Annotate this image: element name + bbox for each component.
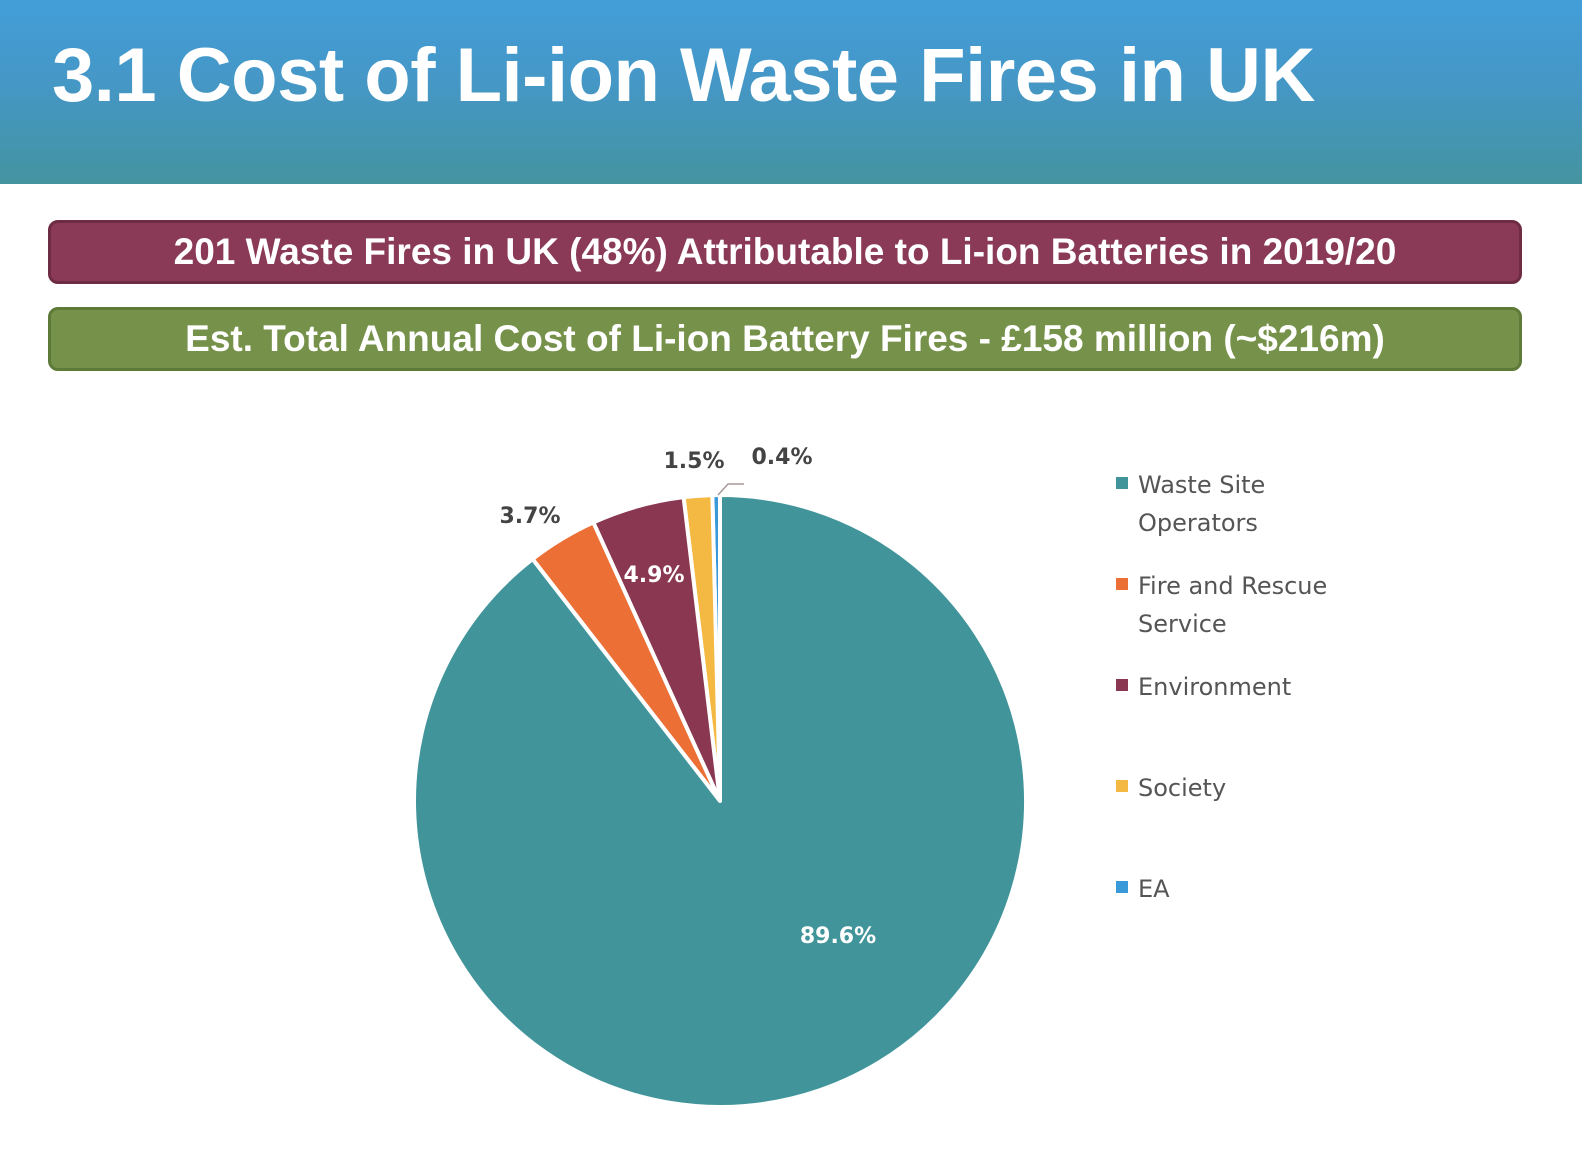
- legend-swatch-icon: [1116, 881, 1128, 893]
- label-society: 1.5%: [663, 449, 724, 474]
- slide-header: 3.1 Cost of Li-ion Waste Fires in UK: [0, 0, 1582, 184]
- legend-swatch-icon: [1116, 679, 1128, 691]
- annual-cost-banner: Est. Total Annual Cost of Li-ion Battery…: [48, 307, 1522, 371]
- label-ea: 0.4%: [751, 445, 812, 470]
- legend-swatch-icon: [1116, 780, 1128, 792]
- pie-slices: [412, 492, 1028, 1109]
- label-environment: 4.9%: [623, 563, 684, 588]
- ea-leader-line: [717, 483, 744, 496]
- waste-fires-banner-text: 201 Waste Fires in UK (48%) Attributable…: [173, 231, 1397, 272]
- slice-waste-site: [412, 493, 1028, 1109]
- slide-title: 3.1 Cost of Li-ion Waste Fires in UK: [52, 33, 1315, 118]
- legend-item-ea: EA: [1116, 870, 1358, 908]
- legend-item-fire-rescue: Fire and Rescue Service: [1116, 567, 1348, 643]
- legend-item-society: Society: [1116, 769, 1358, 807]
- waste-fires-banner: 201 Waste Fires in UK (48%) Attributable…: [48, 220, 1522, 284]
- legend-item-environment: Environment: [1116, 668, 1358, 706]
- label-fire-rescue: 3.7%: [499, 504, 560, 529]
- legend-item-waste-site: Waste Site Operators: [1116, 466, 1288, 542]
- annual-cost-banner-text: Est. Total Annual Cost of Li-ion Battery…: [185, 318, 1385, 359]
- legend-swatch-icon: [1116, 578, 1128, 590]
- label-waste-site: 89.6%: [800, 924, 876, 949]
- legend-swatch-icon: [1116, 477, 1128, 489]
